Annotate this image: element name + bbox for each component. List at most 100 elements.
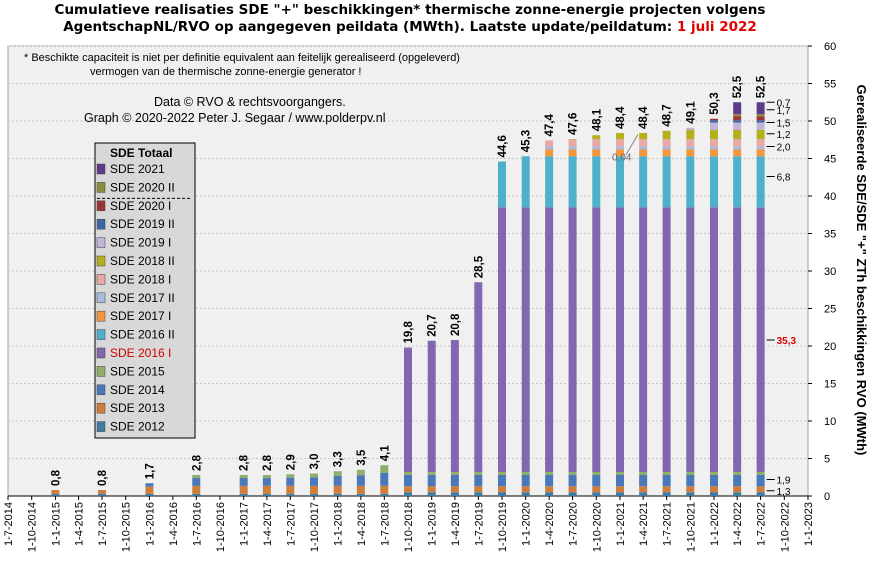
title-line-1: Cumulatieve realisaties SDE "+" beschikk… [54, 2, 766, 18]
bar-segment [192, 485, 201, 494]
legend-item-label: SDE 2020 I [110, 199, 171, 213]
bar-segment [404, 486, 412, 493]
bar-segment [592, 492, 601, 496]
bar-total-label: 3,0 [309, 454, 321, 470]
bar-segment [662, 146, 671, 150]
series-annotation: 1,5 [777, 119, 791, 130]
bar-total-label: 4,1 [379, 445, 391, 462]
bar-total-label: 47,6 [568, 113, 580, 135]
bar-total-label: 2,8 [239, 454, 251, 471]
bar-segment [662, 475, 671, 487]
bar-segment [733, 207, 742, 472]
legend-item-label: SDE 2019 II [110, 217, 175, 231]
x-tick-label: 1-10-2016 [215, 502, 227, 552]
x-tick-label: 1-1-2021 [615, 502, 627, 546]
legend-swatch [96, 163, 106, 175]
x-tick-label: 1-4-2022 [732, 502, 744, 546]
bar-segment [756, 486, 765, 493]
bar-total-label: 49,1 [685, 101, 697, 124]
x-tick-label: 1-10-2020 [591, 502, 603, 552]
bar-segment [639, 156, 648, 208]
bar-segment [427, 486, 436, 493]
bar-segment [192, 478, 201, 486]
series-annotation: 35,3 [777, 336, 797, 347]
bar-segment [545, 492, 554, 496]
credit-line-1: Data © RVO & rechtsvoorgangers. [154, 95, 346, 109]
series-annotation: 1,7 [777, 106, 791, 117]
bar-segment [333, 471, 342, 476]
bar-segment [662, 472, 671, 475]
bar-segment [733, 146, 742, 150]
x-tick-label: 1-7-2017 [285, 502, 297, 546]
bar-segment [239, 478, 248, 486]
x-tick-label: 1-10-2021 [685, 502, 697, 552]
bar-total-label: 48,4 [615, 106, 627, 129]
x-tick-label: 1-4-2021 [638, 502, 650, 546]
x-tick-label: 1-1-2015 [50, 502, 62, 546]
note-line-2: vermogen van de thermische zonne-energie… [90, 66, 362, 78]
bar-segment [639, 486, 648, 493]
bar-total-label: 2,8 [262, 454, 274, 471]
y-tick-label: 15 [824, 379, 836, 391]
bar-segment [545, 486, 554, 493]
bar-segment [756, 149, 765, 157]
legend-item-label: SDE 2019 I [110, 236, 171, 250]
bar-segment [686, 492, 695, 496]
bar-segment [662, 492, 671, 496]
bar-segment [192, 493, 201, 496]
y-axis-title: Gerealiseerde SDE/SDE "+" ZTh beschikkin… [854, 85, 869, 456]
bar-segment [686, 139, 695, 147]
bar-segment [474, 282, 483, 472]
bar-segment [568, 156, 577, 208]
bar-segment [709, 130, 718, 139]
x-tick-label: 1-4-2016 [168, 502, 180, 546]
y-tick-label: 40 [824, 191, 836, 203]
bar-segment [615, 149, 624, 157]
bar-segment [380, 465, 389, 473]
bar-segment [568, 475, 577, 487]
bar-segment [709, 475, 718, 487]
bar-segment [733, 114, 742, 117]
bar-segment [662, 486, 671, 493]
bar-segment [498, 486, 507, 493]
x-tick-label: 1-10-2022 [779, 502, 791, 552]
bar-segment [404, 347, 412, 472]
chart-title: Cumulatieve realisaties SDE "+" beschikk… [0, 2, 820, 36]
bar-segment [615, 475, 624, 487]
bar-segment [756, 130, 765, 139]
x-tick-label: 1-10-2017 [309, 502, 321, 552]
x-tick-label: 1-1-2022 [709, 502, 721, 546]
legend-swatch [96, 421, 106, 432]
bar-segment [262, 478, 271, 486]
bar-segment [404, 475, 412, 487]
bar-segment [239, 475, 248, 479]
bar-segment [521, 475, 530, 487]
bar-segment [450, 340, 459, 472]
bar-segment [615, 133, 624, 139]
bar-segment [427, 475, 436, 487]
y-tick-label: 30 [824, 266, 836, 278]
series-annotation: 6,8 [777, 173, 791, 184]
bar-segment [733, 156, 742, 208]
bar-segment [733, 472, 742, 475]
bar-total-label: 20,8 [450, 313, 462, 336]
x-tick-label: 1-4-2019 [450, 502, 462, 546]
bar-segment [568, 207, 577, 472]
legend-swatch [96, 347, 106, 359]
x-tick-label: 1-7-2018 [379, 502, 391, 546]
bar-segment [333, 485, 342, 494]
bar-segment [239, 485, 248, 494]
y-tick-label: 50 [824, 116, 836, 128]
bar-segment [709, 149, 718, 157]
bar-segment [356, 485, 365, 494]
bar-segment [756, 120, 765, 123]
bar-segment [498, 207, 507, 472]
series-annotation: 1,3 [777, 487, 791, 498]
bar-segment [756, 207, 765, 472]
bar-segment [450, 492, 459, 496]
bar-segment [615, 492, 624, 496]
bar-segment [262, 485, 271, 494]
bar-segment [592, 156, 601, 208]
bar-segment [686, 127, 695, 130]
bar-segment [568, 149, 577, 157]
